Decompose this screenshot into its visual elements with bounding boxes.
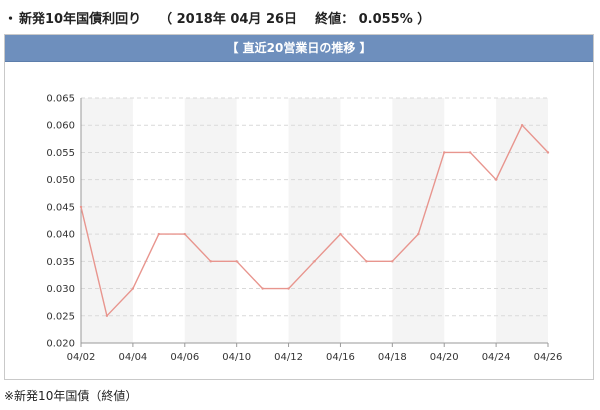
data-point [339, 232, 342, 236]
y-tick-label: 0.060 [46, 121, 75, 132]
data-point [105, 314, 109, 317]
header-bullet: ・ [4, 12, 18, 27]
yield-line-chart: 0.020 0.025 0.030 0.035 0.040 0.045 0.050 0.055… [46, 94, 563, 364]
data-point [313, 260, 316, 263]
data-point [468, 151, 472, 154]
header-date: （ 2018年 04月 26日 [159, 12, 298, 27]
x-tick-label: 04/06 [170, 352, 199, 363]
x-tick-label: 04/18 [378, 352, 407, 363]
x-tick-label: 04/24 [482, 352, 511, 363]
x-tick-label: 04/04 [118, 352, 147, 363]
x-tick-label: 04/26 [534, 352, 563, 363]
header-label: 新発10年国債利回り [19, 12, 142, 27]
x-tick-label: 04/02 [67, 352, 96, 363]
header-line: ・新発10年国債利回り （ 2018年 04月 26日 終値： 0.055% ） [4, 8, 596, 28]
data-point [235, 260, 238, 263]
footnote: ※新発10年国債（終値） [4, 389, 138, 403]
header-close-label: 終値： [315, 12, 355, 27]
chart-background-band [288, 98, 341, 343]
chart-background-band [81, 98, 133, 343]
y-tick-label: 0.035 [46, 257, 75, 268]
y-tick-label: 0.025 [46, 311, 75, 322]
data-point [417, 232, 420, 236]
y-tick-label: 0.045 [46, 202, 75, 213]
x-tick-label: 04/16 [326, 352, 355, 363]
x-tick-label: 04/12 [274, 352, 303, 363]
data-point [391, 260, 394, 263]
data-point [287, 287, 290, 290]
chart-background-band [392, 98, 445, 343]
data-point [131, 287, 135, 290]
y-tick-label: 0.030 [46, 284, 75, 295]
header-close-value: 0.055% ） [358, 12, 431, 27]
data-point [157, 232, 161, 236]
y-tick-label: 0.055 [46, 148, 75, 159]
data-point [520, 124, 524, 127]
y-tick-label: 0.050 [46, 175, 75, 186]
data-point [183, 232, 186, 236]
data-point [546, 151, 550, 154]
y-tick-label: 0.020 [46, 339, 75, 350]
data-point [443, 151, 446, 154]
x-tick-label: 04/10 [222, 352, 251, 363]
data-point [365, 260, 368, 263]
chart-background-band [496, 98, 548, 343]
y-tick-label: 0.040 [46, 230, 75, 241]
chart-title-bar: 【 直近20営業日の推移 】 [5, 35, 593, 62]
data-point [79, 205, 83, 209]
y-tick-label: 0.065 [46, 94, 75, 105]
chart-background-band [184, 98, 237, 343]
data-point [494, 178, 498, 181]
data-point [261, 287, 264, 290]
data-point [209, 260, 212, 263]
x-tick-label: 04/20 [430, 352, 459, 363]
